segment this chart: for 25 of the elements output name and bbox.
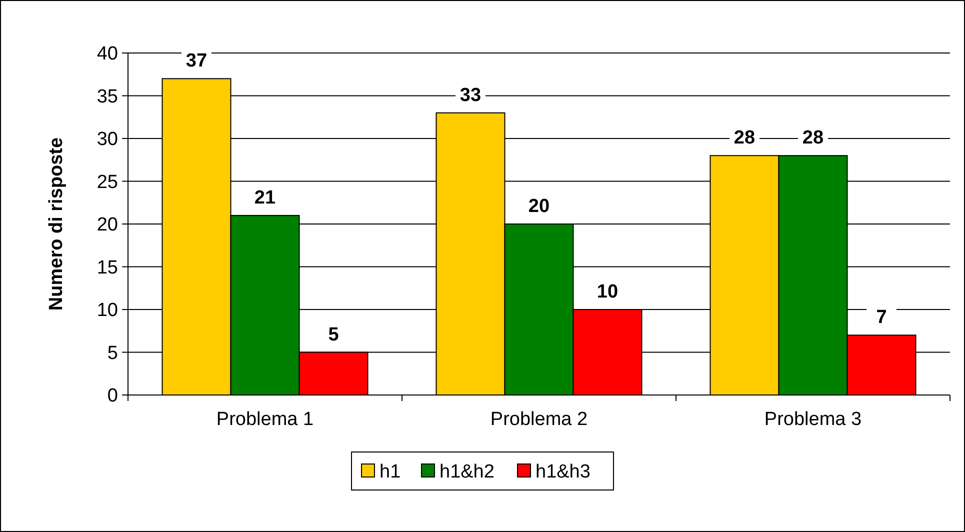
y-tick-label: 20 [96, 214, 118, 236]
data-label: 33 [460, 84, 482, 106]
data-label: 28 [734, 128, 756, 149]
data-label: 10 [596, 282, 618, 302]
data-label: 37 [186, 50, 208, 72]
y-tick-label: 15 [96, 257, 118, 278]
data-label: 28 [802, 128, 824, 149]
data-label: 5 [328, 324, 340, 346]
x-tick-label: Problema 2 [490, 409, 588, 430]
legend-label: h1 [380, 462, 401, 483]
x-tick-label: Problema 3 [764, 409, 862, 430]
y-tick-label: 35 [96, 86, 118, 108]
y-tick-label: 25 [96, 172, 118, 193]
y-tick-label: 30 [96, 129, 118, 150]
y-tick-label: 0 [107, 386, 118, 407]
y-tick-label: 10 [96, 300, 118, 322]
data-label: 21 [254, 187, 276, 208]
y-tick-label: 40 [96, 44, 118, 65]
legend-label: h1&h3 [536, 462, 590, 483]
legend-label: h1&h2 [440, 462, 494, 483]
x-tick-label: Problema 1 [216, 409, 314, 430]
data-label: 7 [876, 307, 887, 328]
data-label: 20 [528, 196, 550, 217]
y-axis-title: Numero di risposte [46, 137, 67, 311]
y-tick-label: 5 [107, 342, 118, 364]
